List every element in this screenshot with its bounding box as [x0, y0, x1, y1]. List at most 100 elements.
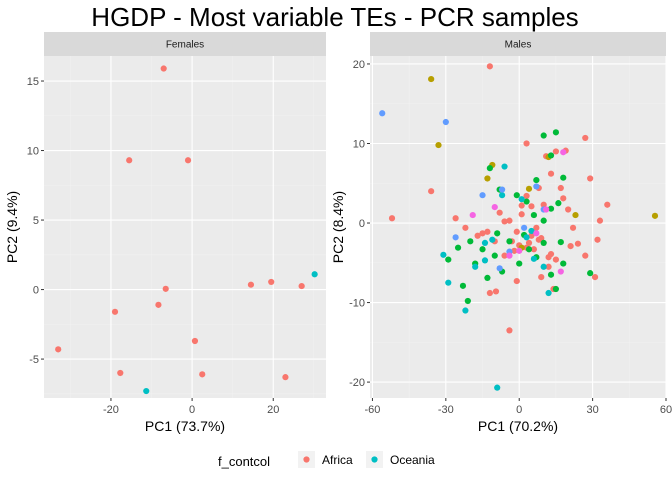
y-tick-label: 0: [359, 218, 365, 230]
data-point: [574, 240, 582, 247]
data-point: [540, 201, 547, 208]
y-tick-label: -10: [349, 298, 365, 310]
data-point: [651, 212, 659, 219]
data-point: [459, 282, 467, 289]
data-point: [530, 255, 538, 262]
facet-panel-males: Males -60 -30 0 30 60 -20 -10 0 10 20 PC1 (70.2%) PC…: [330, 32, 672, 434]
data-point: [552, 129, 560, 136]
data-point: [191, 337, 199, 345]
data-point: [545, 263, 552, 270]
y-axis-title: PC2 (8.4%): [330, 191, 346, 263]
data-point: [445, 279, 452, 286]
data-point: [464, 297, 471, 305]
data-point: [247, 281, 255, 288]
data-point: [428, 75, 435, 83]
data-point: [523, 192, 530, 200]
legend-title: f_contcol: [218, 454, 270, 469]
y-axis-title: PC2 (9.4%): [4, 191, 20, 263]
data-point: [311, 271, 318, 278]
data-point: [126, 157, 133, 164]
data-point: [516, 260, 523, 267]
facet-panel-females: Females -20 0 20 -5 0 5 10 15 PC1 (73.7%) PC2 (9.4…: [4, 32, 326, 434]
data-point: [486, 63, 493, 70]
data-point: [506, 252, 513, 259]
data-point: [506, 217, 513, 224]
data-point: [582, 252, 589, 259]
y-tick-label: 10: [27, 146, 39, 158]
data-point: [474, 232, 481, 239]
data-point: [569, 224, 577, 231]
data-point: [540, 263, 547, 270]
data-point: [587, 270, 594, 277]
data-point: [491, 252, 498, 259]
data-point: [496, 265, 503, 272]
data-point: [481, 239, 489, 247]
data-points: [379, 63, 659, 391]
data-point: [501, 163, 508, 170]
data-point: [268, 278, 275, 286]
legend-entry-africa: Africa: [298, 451, 353, 468]
data-point: [479, 246, 486, 253]
data-point: [501, 218, 508, 225]
data-point: [445, 256, 452, 263]
data-point: [479, 230, 486, 237]
data-point: [525, 239, 533, 247]
data-point: [435, 141, 442, 149]
data-point: [388, 215, 396, 222]
data-point: [547, 205, 555, 212]
y-tick-label: 20: [353, 59, 365, 71]
data-point: [484, 175, 491, 182]
data-point: [523, 198, 530, 205]
data-point: [540, 239, 547, 247]
data-point: [591, 274, 599, 281]
data-point: [199, 371, 206, 378]
data-point: [528, 232, 535, 239]
data-point: [528, 203, 535, 210]
data-point: [555, 200, 562, 207]
data-point: [440, 251, 447, 258]
data-point: [298, 282, 305, 290]
facet-strip: [44, 32, 326, 56]
data-point: [525, 185, 533, 192]
x-axis-title: PC1 (73.7%): [145, 418, 225, 434]
data-point: [530, 211, 538, 219]
facet-strip-label: Males: [505, 40, 532, 51]
data-point: [538, 274, 545, 281]
data-point: [511, 247, 518, 254]
x-tick-label: 30: [586, 404, 598, 416]
data-point: [572, 211, 579, 219]
data-point: [467, 238, 474, 245]
data-point: [452, 215, 459, 222]
data-point: [582, 134, 589, 142]
y-tick-label: 0: [33, 285, 39, 297]
data-point: [525, 246, 533, 253]
data-point: [479, 192, 486, 199]
data-point: [494, 230, 501, 237]
data-point: [506, 238, 513, 245]
data-point: [498, 186, 506, 193]
data-point: [560, 260, 567, 267]
data-point: [484, 274, 491, 282]
data-point: [518, 196, 525, 203]
data-point: [506, 327, 513, 334]
data-point: [513, 277, 520, 285]
data-point: [472, 263, 479, 270]
data-point: [496, 209, 503, 216]
data-point: [557, 239, 564, 246]
x-axis-title: PC1 (70.2%): [478, 418, 558, 434]
data-point: [462, 224, 469, 231]
facet-strip: [370, 32, 666, 56]
legend-label: Oceania: [390, 453, 435, 467]
data-point: [501, 252, 508, 259]
data-point: [55, 346, 62, 353]
data-point: [162, 285, 169, 292]
x-tick-label: 20: [267, 404, 279, 416]
data-point: [521, 224, 528, 231]
facet-strip-label: Females: [166, 40, 204, 51]
y-tick-label: 15: [27, 76, 39, 88]
data-point: [540, 132, 547, 139]
x-tick-label: -30: [438, 404, 454, 416]
data-point: [454, 244, 462, 251]
data-point: [513, 192, 520, 199]
